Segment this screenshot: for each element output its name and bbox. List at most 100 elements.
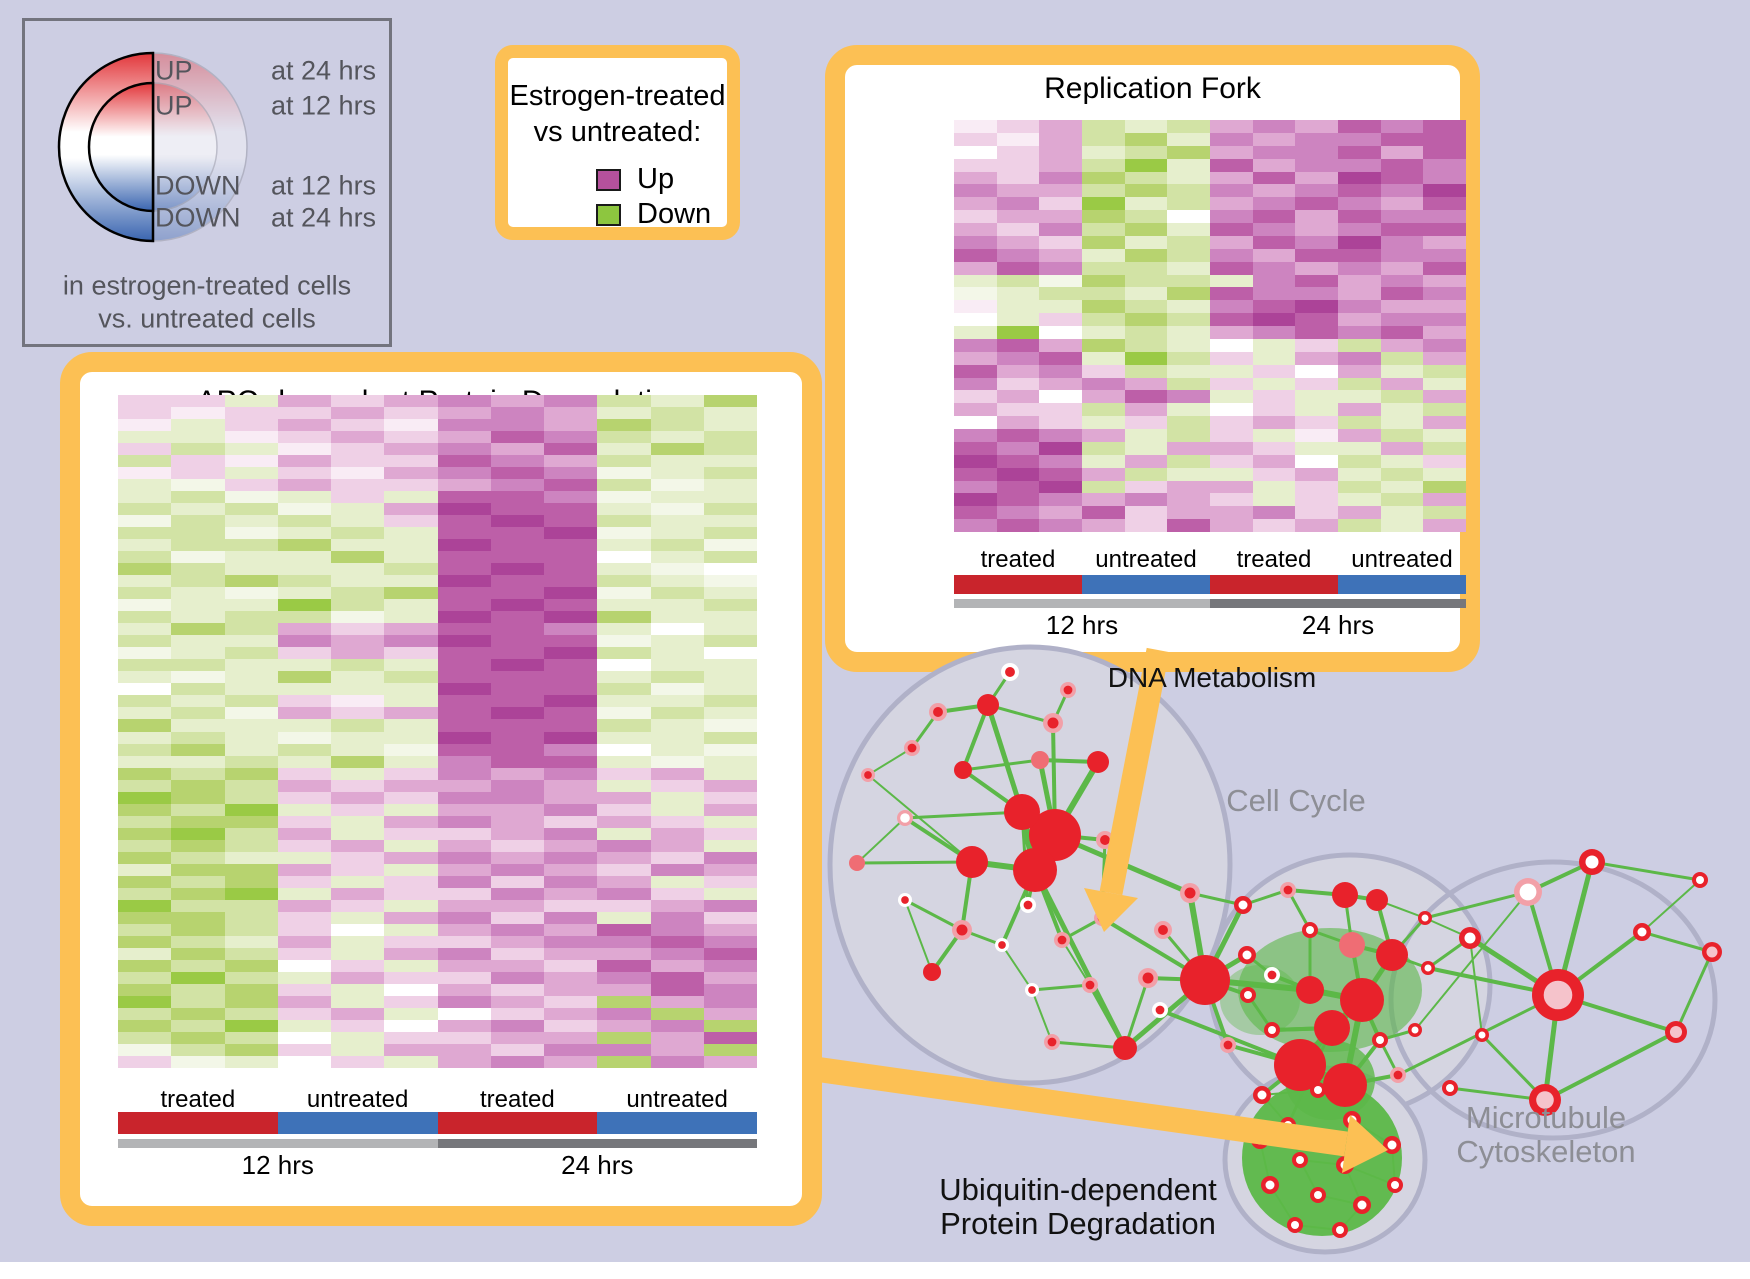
heatmap-cell — [1124, 351, 1168, 365]
heatmap-cell — [650, 443, 704, 456]
heatmap-cell — [597, 635, 651, 648]
heatmap-cell — [331, 479, 385, 492]
heatmap-cell — [1252, 248, 1296, 262]
heatmap-cell — [224, 479, 278, 492]
heatmap-cell — [1295, 171, 1338, 185]
network-edge — [904, 810, 1023, 820]
network-node — [1302, 922, 1318, 938]
heatmap-cell — [1210, 184, 1253, 198]
heatmap-cell — [597, 683, 651, 696]
heatmap-cell — [118, 947, 172, 960]
heatmap-cell — [171, 1019, 225, 1032]
heatmap-cell — [650, 887, 704, 900]
network-node — [897, 810, 913, 826]
heatmap-cell — [1210, 261, 1253, 275]
heatmap-cell — [650, 995, 704, 1008]
heatmap-cell — [703, 815, 757, 828]
network-edge — [1260, 1063, 1302, 1097]
network-node-core — [1291, 1221, 1299, 1229]
heatmap-cell — [437, 863, 491, 876]
network-edge — [1343, 1038, 1382, 1087]
heatmap-cell — [597, 455, 651, 468]
heatmap-cell — [597, 971, 651, 984]
heatmap-cell — [490, 935, 544, 948]
heatmap-cell — [437, 875, 491, 888]
heatmap-cell — [331, 443, 385, 456]
heatmap-cell — [490, 575, 544, 588]
heatmap-cell — [650, 647, 704, 660]
heatmap-cell — [544, 587, 598, 600]
heatmap-cell — [224, 911, 278, 924]
network-node-core — [901, 896, 909, 904]
heatmap-cell — [277, 491, 331, 504]
heatmap-cell — [171, 455, 225, 468]
heatmap-cell — [224, 803, 278, 816]
heatmap-cell — [331, 851, 385, 864]
heatmap-cell — [171, 443, 225, 456]
heatmap-cell — [118, 1043, 172, 1056]
network-node — [1332, 882, 1358, 908]
heatmap-cell — [1167, 506, 1210, 520]
heatmap-cell — [544, 503, 598, 516]
network-node-core — [907, 743, 917, 753]
network-node — [1180, 883, 1200, 903]
heatmap-cell — [490, 995, 544, 1008]
network-edge — [1242, 888, 1289, 907]
heatmap-cell — [996, 223, 1040, 236]
heatmap-cell — [1252, 235, 1296, 249]
up-label: Up — [637, 163, 675, 195]
heatmap-cell — [996, 326, 1040, 339]
heatmap-cell — [1039, 364, 1082, 378]
heatmap-cell — [1295, 467, 1338, 481]
network-node-core — [1267, 970, 1277, 980]
heatmap-cell — [490, 611, 544, 624]
heatmap-cell — [437, 491, 491, 504]
heatmap-cell — [224, 947, 278, 960]
network-edge — [1376, 899, 1426, 919]
heatmap-cell — [1295, 351, 1338, 365]
heatmap-cell — [1039, 300, 1082, 314]
heatmap-cell — [1338, 171, 1381, 185]
heatmap-cell — [384, 779, 438, 792]
heatmap-cell — [1338, 506, 1381, 520]
heatmap-cell — [1124, 120, 1168, 133]
network-node — [1234, 896, 1252, 914]
heatmap-cell — [1039, 506, 1082, 520]
network-node — [1043, 713, 1063, 733]
network-node-core — [1158, 925, 1168, 935]
heatmap-cell — [277, 467, 331, 480]
heatmap-cell — [490, 971, 544, 984]
heatmap-cell — [1423, 364, 1466, 378]
network-edge — [1339, 1204, 1363, 1231]
heatmap-cell — [544, 995, 598, 1008]
heatmap-cell — [954, 235, 997, 249]
heatmap-cell — [1338, 467, 1381, 481]
heatmap-cell — [1039, 377, 1082, 391]
network-edge — [856, 817, 906, 864]
heatmap-cell — [954, 429, 997, 442]
heatmap-cell — [1338, 235, 1381, 249]
heatmap-cell — [277, 419, 331, 432]
network-node-core — [1284, 1121, 1292, 1129]
heatmap-cell — [1423, 145, 1466, 159]
heatmap-cell — [1210, 158, 1253, 172]
network-node-core — [933, 707, 943, 717]
heatmap-cell — [597, 671, 651, 684]
heatmap-cell — [118, 491, 172, 504]
heatmap-cell — [703, 983, 757, 996]
network-edge — [1424, 917, 1471, 939]
heatmap-cell — [171, 947, 225, 960]
network-node — [1152, 1002, 1168, 1018]
heatmap-cell — [118, 563, 172, 576]
heatmap-cell — [1167, 338, 1210, 352]
heatmap-cell — [703, 935, 757, 948]
heatmap-cell — [996, 467, 1040, 481]
heatmap-cell — [954, 274, 997, 288]
heatmap-cell — [597, 791, 651, 804]
heatmap-cell — [1380, 416, 1424, 429]
heatmap-cell — [490, 767, 544, 780]
network-edge — [1344, 1073, 1399, 1087]
heatmap-cell — [118, 827, 172, 840]
heatmap-cell — [1124, 454, 1168, 468]
